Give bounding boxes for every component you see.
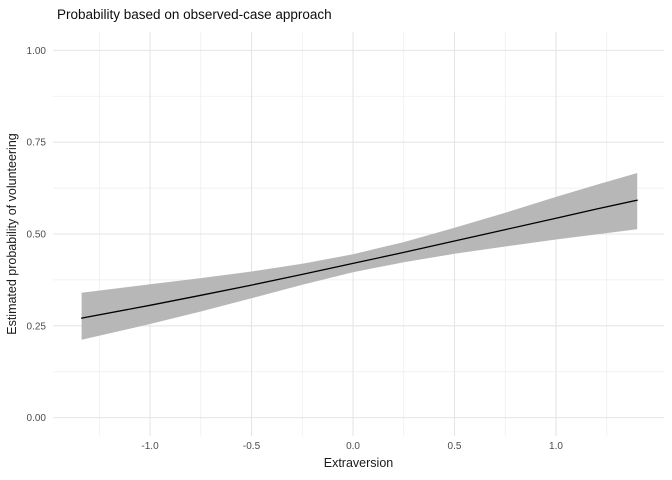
y-tick-label: 0.50 (27, 230, 47, 241)
x-axis-title: Extraversion (323, 456, 394, 470)
x-tick-label: -0.5 (243, 441, 261, 452)
y-tick-label: 1.00 (27, 46, 47, 57)
y-tick-label: 0.75 (27, 138, 47, 149)
x-tick-label: 0.5 (448, 441, 462, 452)
chart-title: Probability based on observed-case appro… (57, 7, 332, 22)
y-tick-label: 0.00 (27, 413, 47, 424)
y-axis-title: Estimated probability of volunteering (5, 133, 19, 335)
x-tick-label: -1.0 (141, 441, 159, 452)
fit-line (80, 199, 638, 319)
y-tick-label: 0.25 (27, 321, 47, 332)
x-tick-label: 1.0 (549, 441, 563, 452)
confidence-ribbon (81, 173, 638, 340)
x-tick-label: 0.0 (346, 441, 360, 452)
